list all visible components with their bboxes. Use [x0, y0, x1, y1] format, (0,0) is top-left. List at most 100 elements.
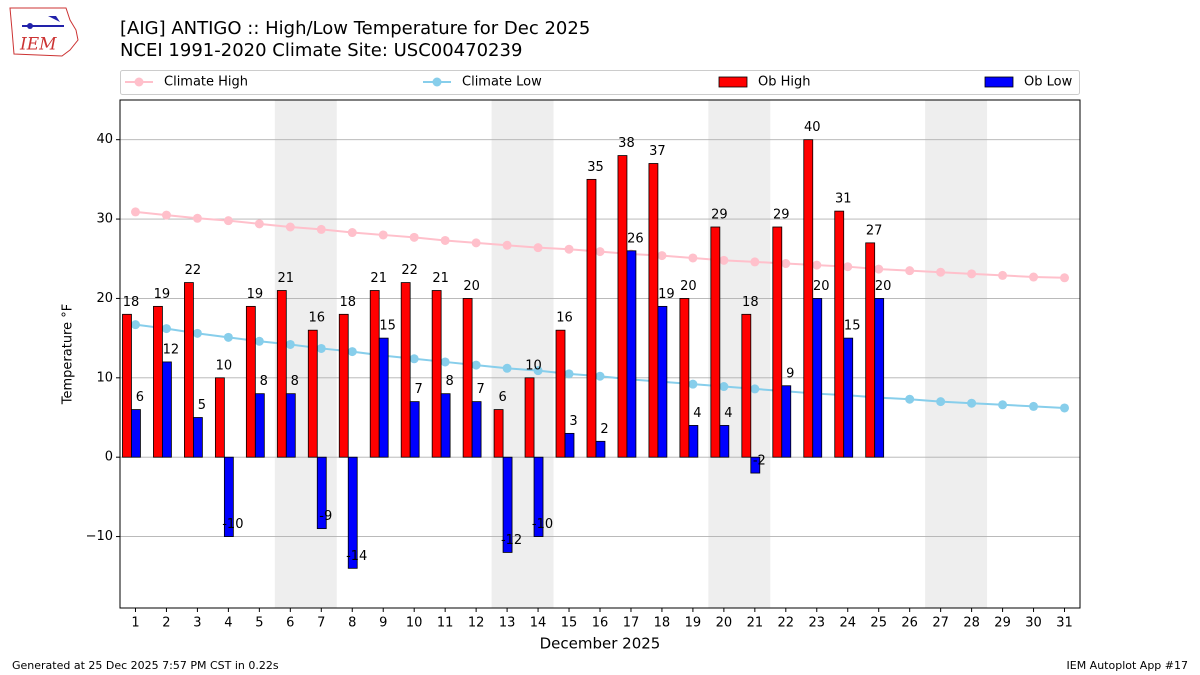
bar-label: 7	[415, 382, 423, 397]
bar	[803, 139, 814, 458]
bar	[750, 456, 761, 474]
legend-label: Climate High	[164, 75, 248, 90]
bar-label: -14	[346, 549, 367, 564]
line-marker	[967, 269, 977, 279]
line-marker	[285, 339, 295, 349]
line-marker	[192, 328, 202, 338]
x-tick-label: 29	[994, 616, 1011, 631]
line-marker	[471, 360, 481, 370]
bar	[502, 456, 513, 553]
bar-label: 27	[866, 223, 883, 238]
bar	[285, 393, 296, 458]
y-axis-label: Temperature °F	[61, 304, 76, 405]
bar-label: 12	[163, 342, 180, 357]
bar-label: 29	[711, 208, 728, 223]
line-marker	[285, 222, 295, 232]
bar-label: 5	[198, 398, 206, 413]
bar	[524, 377, 535, 458]
bar-label: 20	[875, 279, 892, 294]
bar	[462, 298, 473, 458]
line-marker	[223, 216, 233, 226]
x-axis-label: December 2025	[540, 635, 661, 653]
line-marker	[316, 224, 326, 234]
x-tick-label: 23	[809, 616, 826, 631]
bar	[595, 440, 606, 458]
footer-right: IEM Autoplot App #17	[1067, 659, 1189, 672]
bar	[400, 282, 411, 458]
bar	[586, 178, 597, 458]
bar-label: 4	[693, 406, 701, 421]
x-tick-label: 25	[870, 616, 887, 631]
bar-label: 22	[401, 263, 418, 278]
line-marker	[502, 363, 512, 373]
line-marker	[657, 251, 667, 261]
bar	[440, 393, 451, 458]
bar-label: 19	[247, 287, 264, 302]
line-marker	[254, 336, 264, 346]
bar-label: 8	[260, 374, 268, 389]
legend-label: Ob High	[758, 75, 811, 90]
line-marker	[936, 397, 946, 407]
legend-swatch	[718, 76, 748, 88]
y-tick-label: 10	[96, 370, 113, 385]
bar	[338, 313, 349, 458]
line-marker	[595, 247, 605, 257]
line-marker	[750, 257, 760, 267]
bar	[719, 425, 730, 458]
line-marker	[719, 382, 729, 392]
bar	[617, 155, 628, 458]
bar	[493, 409, 504, 458]
bar-label: 16	[556, 311, 573, 326]
x-tick-label: 27	[932, 616, 949, 631]
line-marker	[409, 354, 419, 364]
line-marker	[1060, 403, 1070, 413]
chart-title: [AIG] ANTIGO :: High/Low Temperature for…	[120, 18, 590, 39]
line-marker	[316, 343, 326, 353]
bar	[153, 305, 163, 458]
x-tick-label: 18	[654, 616, 671, 631]
bar-label: 7	[476, 382, 484, 397]
logo-text: IEM	[19, 35, 57, 55]
x-tick-label: 6	[286, 616, 294, 631]
bar	[688, 425, 699, 458]
line-marker	[781, 259, 791, 269]
x-tick-label: 17	[623, 616, 640, 631]
bar	[865, 242, 876, 458]
x-tick-label: 2	[162, 616, 170, 631]
bar-label: 2	[600, 422, 608, 437]
bar	[214, 377, 225, 458]
line-marker	[1029, 401, 1039, 411]
bar	[122, 313, 132, 458]
line-marker	[161, 210, 171, 220]
bar	[307, 329, 318, 458]
bar-label: 18	[123, 295, 140, 310]
bar-label: 10	[525, 358, 542, 373]
bar	[772, 226, 783, 458]
x-tick-label: 26	[901, 616, 918, 631]
legend-box	[120, 70, 1080, 95]
line-marker	[905, 266, 915, 276]
x-tick-label: 21	[747, 616, 764, 631]
line-marker	[1060, 273, 1070, 283]
legend-marker	[134, 77, 144, 87]
x-tick-label: 15	[561, 616, 578, 631]
bar	[648, 163, 659, 458]
weekend-band	[925, 100, 988, 608]
y-tick-label: 30	[96, 212, 113, 227]
bar-label: 20	[813, 279, 830, 294]
line-marker	[440, 357, 450, 367]
x-tick-label: 10	[406, 616, 423, 631]
line-marker	[533, 243, 543, 253]
line-marker	[130, 207, 140, 217]
bar	[192, 417, 203, 458]
bar-label: 9	[786, 366, 794, 381]
bar	[162, 361, 172, 458]
line-marker	[254, 219, 264, 229]
logo: IEM	[9, 7, 79, 57]
bar	[741, 313, 752, 458]
bar	[471, 401, 482, 458]
line-marker	[192, 213, 202, 223]
bar	[555, 329, 566, 458]
line-marker	[967, 398, 977, 408]
bar	[626, 250, 637, 458]
